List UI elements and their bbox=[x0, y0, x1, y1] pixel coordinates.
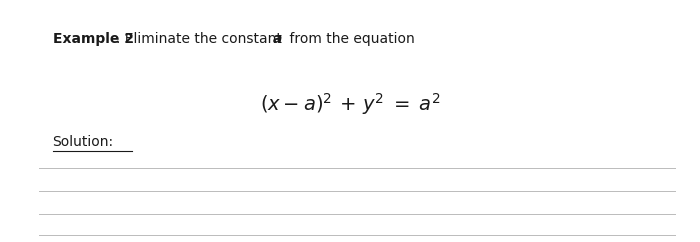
Text: $(x - a)^2\, +\, y^2\; =\; a^2$: $(x - a)^2\, +\, y^2\; =\; a^2$ bbox=[260, 91, 440, 117]
Text: a: a bbox=[272, 32, 282, 46]
Text: Example 2: Example 2 bbox=[52, 32, 134, 46]
Text: Solution:: Solution: bbox=[52, 135, 113, 149]
Text: . Eliminate the constant: . Eliminate the constant bbox=[116, 32, 286, 46]
Text: from the equation: from the equation bbox=[285, 32, 414, 46]
